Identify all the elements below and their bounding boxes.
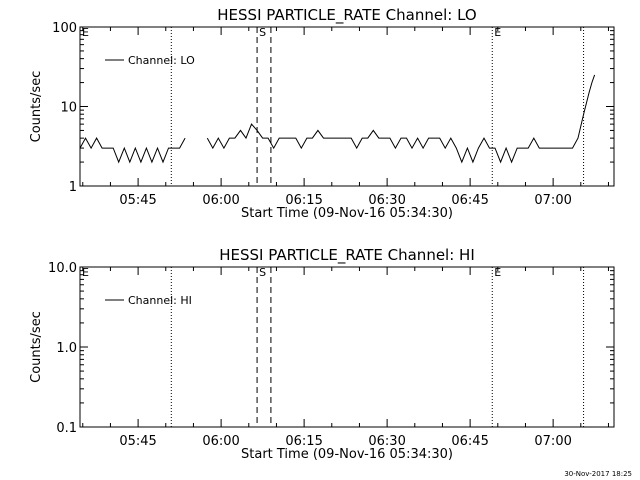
x-tick-label: 06:15 xyxy=(285,193,322,208)
y-tick-label: 1.0 xyxy=(56,341,77,356)
chart-panel-2: HESSI PARTICLE_RATE Channel: HI 0.1 1.0 10.… xyxy=(29,246,615,462)
y-tick-label: 100 xyxy=(52,21,77,36)
plot-frame xyxy=(79,26,615,187)
plot-frame xyxy=(79,266,615,428)
left-event-marker: E xyxy=(82,26,89,39)
series-line-1 xyxy=(79,74,596,164)
x-tick-label: 07:00 xyxy=(534,434,571,449)
x-tick-label: 05:45 xyxy=(119,434,156,449)
event-marker-S: S xyxy=(259,266,266,279)
x-tick-label: 06:00 xyxy=(202,193,239,208)
x-axis-label: Start Time (09-Nov-16 05:34:30) xyxy=(241,447,453,462)
x-tick-label: 06:30 xyxy=(368,193,405,208)
x-tick-label: 07:00 xyxy=(534,193,571,208)
legend-label: Channel: LO xyxy=(128,54,195,67)
x-tick-label: 05:45 xyxy=(119,193,156,208)
y-tick-label: 1 xyxy=(69,180,77,195)
x-tick-label: 06:30 xyxy=(368,434,405,449)
left-event-marker: E xyxy=(82,266,89,279)
generated-timestamp: 30-Nov-2017 18:25 xyxy=(564,470,632,478)
event-marker-S: S xyxy=(259,26,266,39)
x-tick-label: 06:45 xyxy=(451,434,488,449)
event-marker-E: E xyxy=(494,26,501,39)
y-tick-label: 10.0 xyxy=(48,261,77,276)
x-tick-label: 06:15 xyxy=(285,434,322,449)
y-axis-label: Counts/sec xyxy=(29,311,44,383)
chart-title: HESSI PARTICLE_RATE Channel: HI xyxy=(219,246,475,265)
legend-label: Channel: HI xyxy=(128,294,192,307)
y-tick-label: 10 xyxy=(60,101,77,116)
x-tick-label: 06:00 xyxy=(202,434,239,449)
chart-panel-1: HESSI PARTICLE_RATE Channel: LO 1 10 100 05:… xyxy=(29,6,615,221)
x-axis-label: Start Time (09-Nov-16 05:34:30) xyxy=(241,206,453,221)
x-tick-label: 06:45 xyxy=(451,193,488,208)
chart-title: HESSI PARTICLE_RATE Channel: LO xyxy=(217,6,476,25)
y-tick-label: 0.1 xyxy=(56,421,77,436)
event-marker-E: E xyxy=(494,266,501,279)
y-axis-label: Counts/sec xyxy=(29,71,44,143)
